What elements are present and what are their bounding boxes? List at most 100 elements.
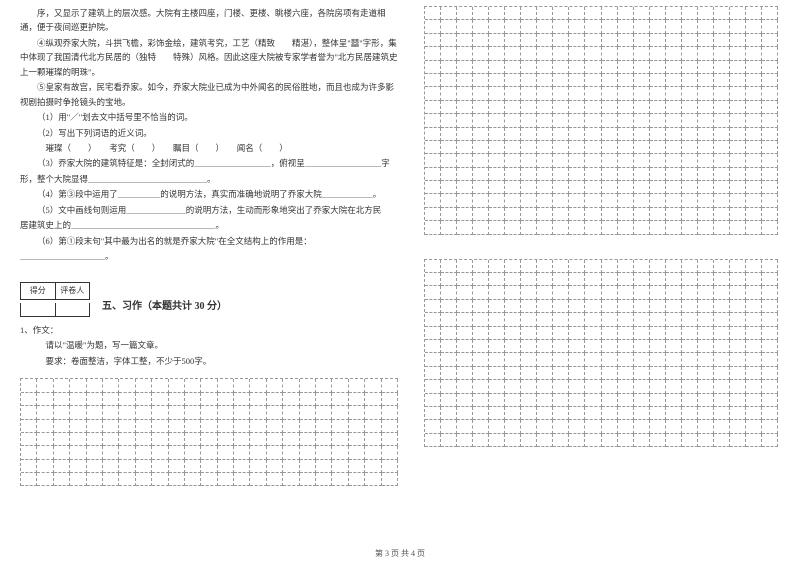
- grid-cell: [650, 181, 666, 194]
- grid-cell: [602, 7, 618, 20]
- grid-cell: [698, 61, 714, 74]
- grid-cell: [489, 114, 505, 127]
- grid-cell: [521, 367, 537, 380]
- grid-cell: [714, 286, 730, 299]
- grid-cell: [746, 168, 762, 181]
- grid-cell: [103, 420, 119, 433]
- grid-cell: [537, 141, 553, 154]
- grid-cell: [634, 87, 650, 100]
- grid-cell: [70, 406, 86, 419]
- grid-cell: [349, 379, 365, 392]
- grid-cell: [316, 406, 332, 419]
- grid-cell: [103, 379, 119, 392]
- grid-cell: [441, 286, 457, 299]
- passage-p3: ⑤皇家有故宫，民宅看乔家。如今，乔家大院业已成为中外闻名的民俗胜地，而且也成为许…: [20, 80, 398, 109]
- grid-cell: [87, 473, 103, 486]
- grid-cell: [349, 393, 365, 406]
- grid-cell: [585, 47, 601, 60]
- grid-cell: [267, 379, 283, 392]
- grid-cell: [618, 47, 634, 60]
- grid-cell: [569, 101, 585, 114]
- grid-cell: [489, 154, 505, 167]
- grid-cell: [87, 433, 103, 446]
- grid-cell: [666, 260, 682, 273]
- grid-cell: [441, 168, 457, 181]
- grid-cell: [666, 420, 682, 433]
- grid-cell: [698, 47, 714, 60]
- grid-cell: [618, 208, 634, 221]
- grid-cell: [746, 273, 762, 286]
- grid-cell: [521, 7, 537, 20]
- grid-cell: [349, 406, 365, 419]
- grid-cell: [185, 420, 201, 433]
- grid-cell: [119, 406, 135, 419]
- grid-cell: [682, 47, 698, 60]
- grid-cell: [473, 286, 489, 299]
- grid-cell: [602, 420, 618, 433]
- grid-cell: [119, 393, 135, 406]
- grid-cell: [473, 114, 489, 127]
- grid-cell: [746, 34, 762, 47]
- grid-cell: [473, 34, 489, 47]
- grid-cell: [746, 394, 762, 407]
- grid-cell: [505, 47, 521, 60]
- grid-cell: [602, 61, 618, 74]
- grid-cell: [585, 434, 601, 447]
- grid-cell: [283, 473, 299, 486]
- grid-cell: [457, 128, 473, 141]
- grid-cell: [762, 286, 778, 299]
- grid-cell: [136, 460, 152, 473]
- score-box-header: 得分 评卷人: [20, 282, 90, 300]
- grid-cell: [441, 34, 457, 47]
- grid-cell: [585, 353, 601, 366]
- grid-cell: [283, 433, 299, 446]
- grid-cell: [618, 141, 634, 154]
- grid-cell: [473, 154, 489, 167]
- grid-cell: [201, 406, 217, 419]
- grid-cell: [103, 473, 119, 486]
- grid-cell: [152, 406, 168, 419]
- grid-cell: [650, 47, 666, 60]
- grid-cell: [332, 446, 348, 459]
- grid-cell: [730, 101, 746, 114]
- grid-cell: [585, 380, 601, 393]
- grid-cell: [537, 221, 553, 234]
- grid-cell: [473, 340, 489, 353]
- grid-cell: [569, 273, 585, 286]
- grid-cell: [602, 394, 618, 407]
- grid-cell: [349, 473, 365, 486]
- grid-cell: [489, 300, 505, 313]
- grid-cell: [682, 194, 698, 207]
- grid-cell: [553, 128, 569, 141]
- grid-cell: [489, 61, 505, 74]
- page-footer: 第 3 页 共 4 页: [0, 548, 800, 559]
- grid-cell: [441, 87, 457, 100]
- grid-cell: [585, 74, 601, 87]
- grid-cell: [283, 406, 299, 419]
- grid-cell: [505, 181, 521, 194]
- grid-cell: [698, 286, 714, 299]
- right-column: [424, 6, 778, 486]
- grid-cell: [746, 87, 762, 100]
- grid-cell: [505, 380, 521, 393]
- grid-cell: [152, 473, 168, 486]
- grid-cell: [537, 286, 553, 299]
- grid-cell: [634, 380, 650, 393]
- grid-cell: [457, 286, 473, 299]
- grid-cell: [618, 420, 634, 433]
- question-5b: 居建筑史上的＿＿＿＿＿＿＿＿＿＿＿＿＿＿＿＿＿。: [20, 218, 398, 232]
- grid-cell: [650, 141, 666, 154]
- grid-cell: [714, 34, 730, 47]
- grid-cell: [634, 181, 650, 194]
- grid-cell: [505, 434, 521, 447]
- grid-cell: [201, 446, 217, 459]
- grid-cell: [441, 353, 457, 366]
- grid-cell: [521, 286, 537, 299]
- grid-cell: [666, 34, 682, 47]
- grid-cell: [489, 128, 505, 141]
- grid-cell: [119, 460, 135, 473]
- grid-cell: [457, 221, 473, 234]
- grid-cell: [489, 286, 505, 299]
- grid-cell: [505, 141, 521, 154]
- grid-cell: [698, 434, 714, 447]
